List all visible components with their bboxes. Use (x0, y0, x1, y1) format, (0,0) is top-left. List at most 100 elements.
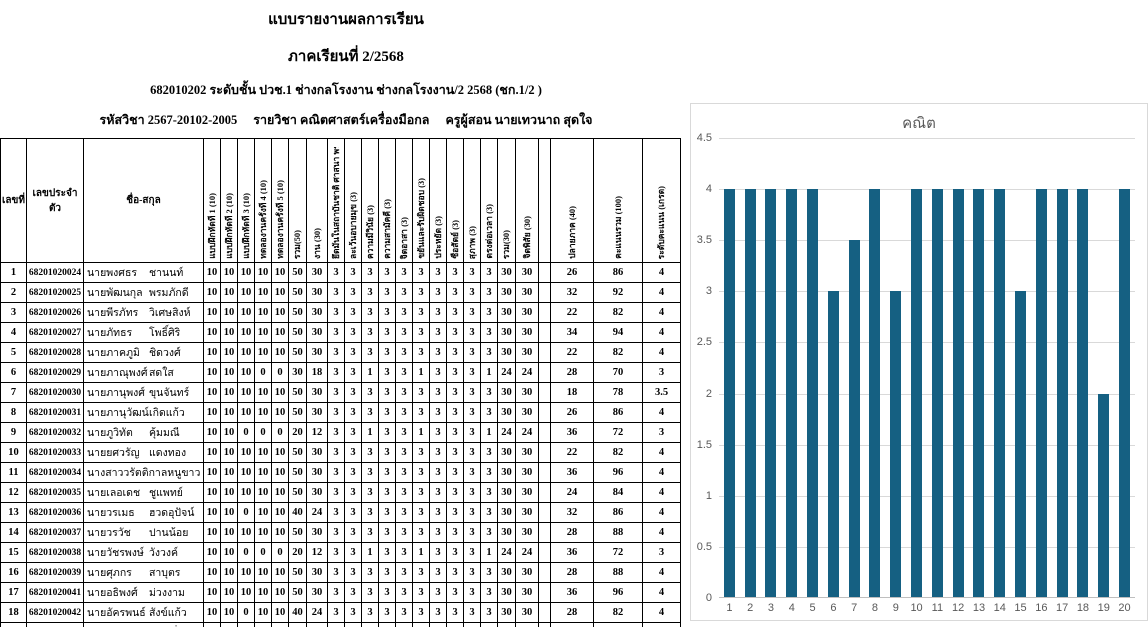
score-cell: 3 (361, 282, 379, 303)
student-name-cell: นายพีรภัทร วิเศษสิงห์ (83, 302, 204, 323)
score-cell: 20 (288, 542, 307, 563)
score-cell: 10 (237, 402, 255, 423)
score-cell: 1 (412, 542, 430, 563)
bar (1015, 291, 1027, 598)
score-cell: 3 (378, 362, 396, 383)
score-cell: 3 (378, 482, 396, 503)
col-header-name: ชื่อ-สกุล (83, 138, 204, 263)
score-cell: 30 (306, 402, 328, 423)
y-axis-tick-label: 3 (705, 285, 712, 298)
score-cell: 30 (306, 382, 328, 403)
score-cell: 10 (254, 402, 272, 423)
column-header: ขยันและรับผิดชอบ (3) (412, 138, 430, 263)
score-cell: 3 (378, 542, 396, 563)
student-name-cell: นายเลอเดช ชูแพทย์ (83, 482, 204, 503)
score-cell: 50 (288, 482, 307, 503)
gridline (719, 444, 1135, 446)
score-cell: 10 (237, 462, 255, 483)
score-cell: 3 (378, 502, 396, 523)
score-cell: 86 (593, 502, 643, 523)
bar-slot (1031, 138, 1052, 598)
score-cell: 30 (515, 442, 539, 463)
score-cell: 3 (361, 322, 379, 343)
score-cell: 84 (593, 482, 643, 503)
score-cell: 0 (254, 622, 272, 627)
gridline (719, 495, 1135, 497)
last-name: ชานนท์ (149, 268, 184, 279)
score-cell: 3 (463, 442, 481, 463)
gridline (719, 189, 1135, 191)
score-cell: 3 (480, 502, 498, 523)
score-cell: 10 (220, 362, 238, 383)
column-header: คะแนนรวม (100) (593, 138, 643, 263)
score-cell: 3 (395, 402, 413, 423)
score-cell: 86 (593, 402, 643, 423)
score-cell: 3 (463, 342, 481, 363)
first-name: นายพีรภัทร (87, 308, 139, 319)
score-cell: 10 (203, 462, 221, 483)
row-number-cell: 3 (0, 302, 27, 323)
first-name: นายภาณุพงศ์ (87, 368, 148, 379)
score-cell: 3 (429, 622, 447, 627)
score-cell: 70 (593, 362, 643, 383)
score-cell: 50 (288, 462, 307, 483)
score-cell: 10 (203, 422, 221, 443)
score-cell: 50 (288, 382, 307, 403)
student-id-cell: 68201020037 (26, 522, 84, 543)
score-cell: 3 (395, 322, 413, 343)
score-cell: 12 (306, 422, 328, 443)
score-cell: 1 (412, 362, 430, 383)
chart-x-axis-labels: 1 2 3 4 5 6 7 8 9 10 11 12 13 14 15 16 17 18 19 20 (719, 602, 1135, 614)
table-row: 12 68201020035 นายเลอเดช ชูแพทย์ 10 10 10 10 10 5… (0, 482, 681, 503)
last-name: ปานน้อย (149, 528, 189, 539)
score-cell: 3 (327, 542, 345, 563)
score-cell: 10 (203, 342, 221, 363)
score-cell: 30 (497, 582, 516, 603)
last-name: แดงทอง (149, 448, 187, 459)
row-number-cell: 9 (0, 422, 27, 443)
score-cell: 10 (271, 322, 289, 343)
score-cell: 3 (446, 522, 464, 543)
x-axis-tick-label: 17 (1056, 602, 1069, 614)
score-cell: 10 (220, 422, 238, 443)
score-cell: 0 (271, 362, 289, 383)
score-cell: 3 (344, 582, 362, 603)
col-header-student-id: เลขประจำตัว (26, 138, 84, 263)
bar (890, 291, 902, 598)
score-cell: 3 (412, 322, 430, 343)
score-cell: 3 (463, 582, 481, 603)
score-cell: 10 (203, 602, 221, 623)
score-cell: 24 (306, 602, 328, 623)
score-cell: 30 (306, 322, 328, 343)
chart-bars (719, 138, 1135, 598)
column-header: จิตพิสัย (30) (515, 138, 539, 263)
first-name: นายวัชรพงษ์ (87, 548, 144, 559)
score-cell: 30 (515, 282, 539, 303)
score-cell: 30 (497, 522, 516, 543)
score-cell: 24 (306, 502, 328, 523)
bar (827, 291, 839, 598)
score-cell: 3 (327, 422, 345, 443)
table-row: 10 68201020033 นายยศวรัญ แดงทอง 10 10 10 10 10 50… (0, 442, 681, 463)
score-cell: 4 (642, 442, 681, 463)
score-cell: 3 (463, 302, 481, 323)
last-name: ชูแพทย์ (149, 488, 183, 499)
score-cell: 20 (288, 622, 307, 627)
score-cell: 10 (203, 362, 221, 383)
header-row: เลขที่ เลขประจำตัว ชื่อ-สกุล แบบฝึกหัดที่ 1… (0, 138, 681, 263)
score-cell: 10 (220, 602, 238, 623)
first-name: นายวรเมธ (87, 508, 135, 519)
score-cell: 3 (480, 442, 498, 463)
score-cell: 24 (550, 622, 594, 627)
last-name: สังข์แก้ว (149, 608, 187, 619)
score-cell: 3 (429, 562, 447, 583)
bar-slot (865, 138, 886, 598)
y-axis-tick-label: 1.5 (696, 438, 712, 451)
column-header: ประหยัด (3) (429, 138, 447, 263)
score-cell: 3 (446, 402, 464, 423)
score-cell: 30 (306, 282, 328, 303)
y-axis-tick-label: 4.5 (696, 132, 712, 144)
student-id-cell: 68201020038 (26, 542, 84, 563)
score-cell: 3 (480, 462, 498, 483)
score-cell: 36 (550, 542, 594, 563)
